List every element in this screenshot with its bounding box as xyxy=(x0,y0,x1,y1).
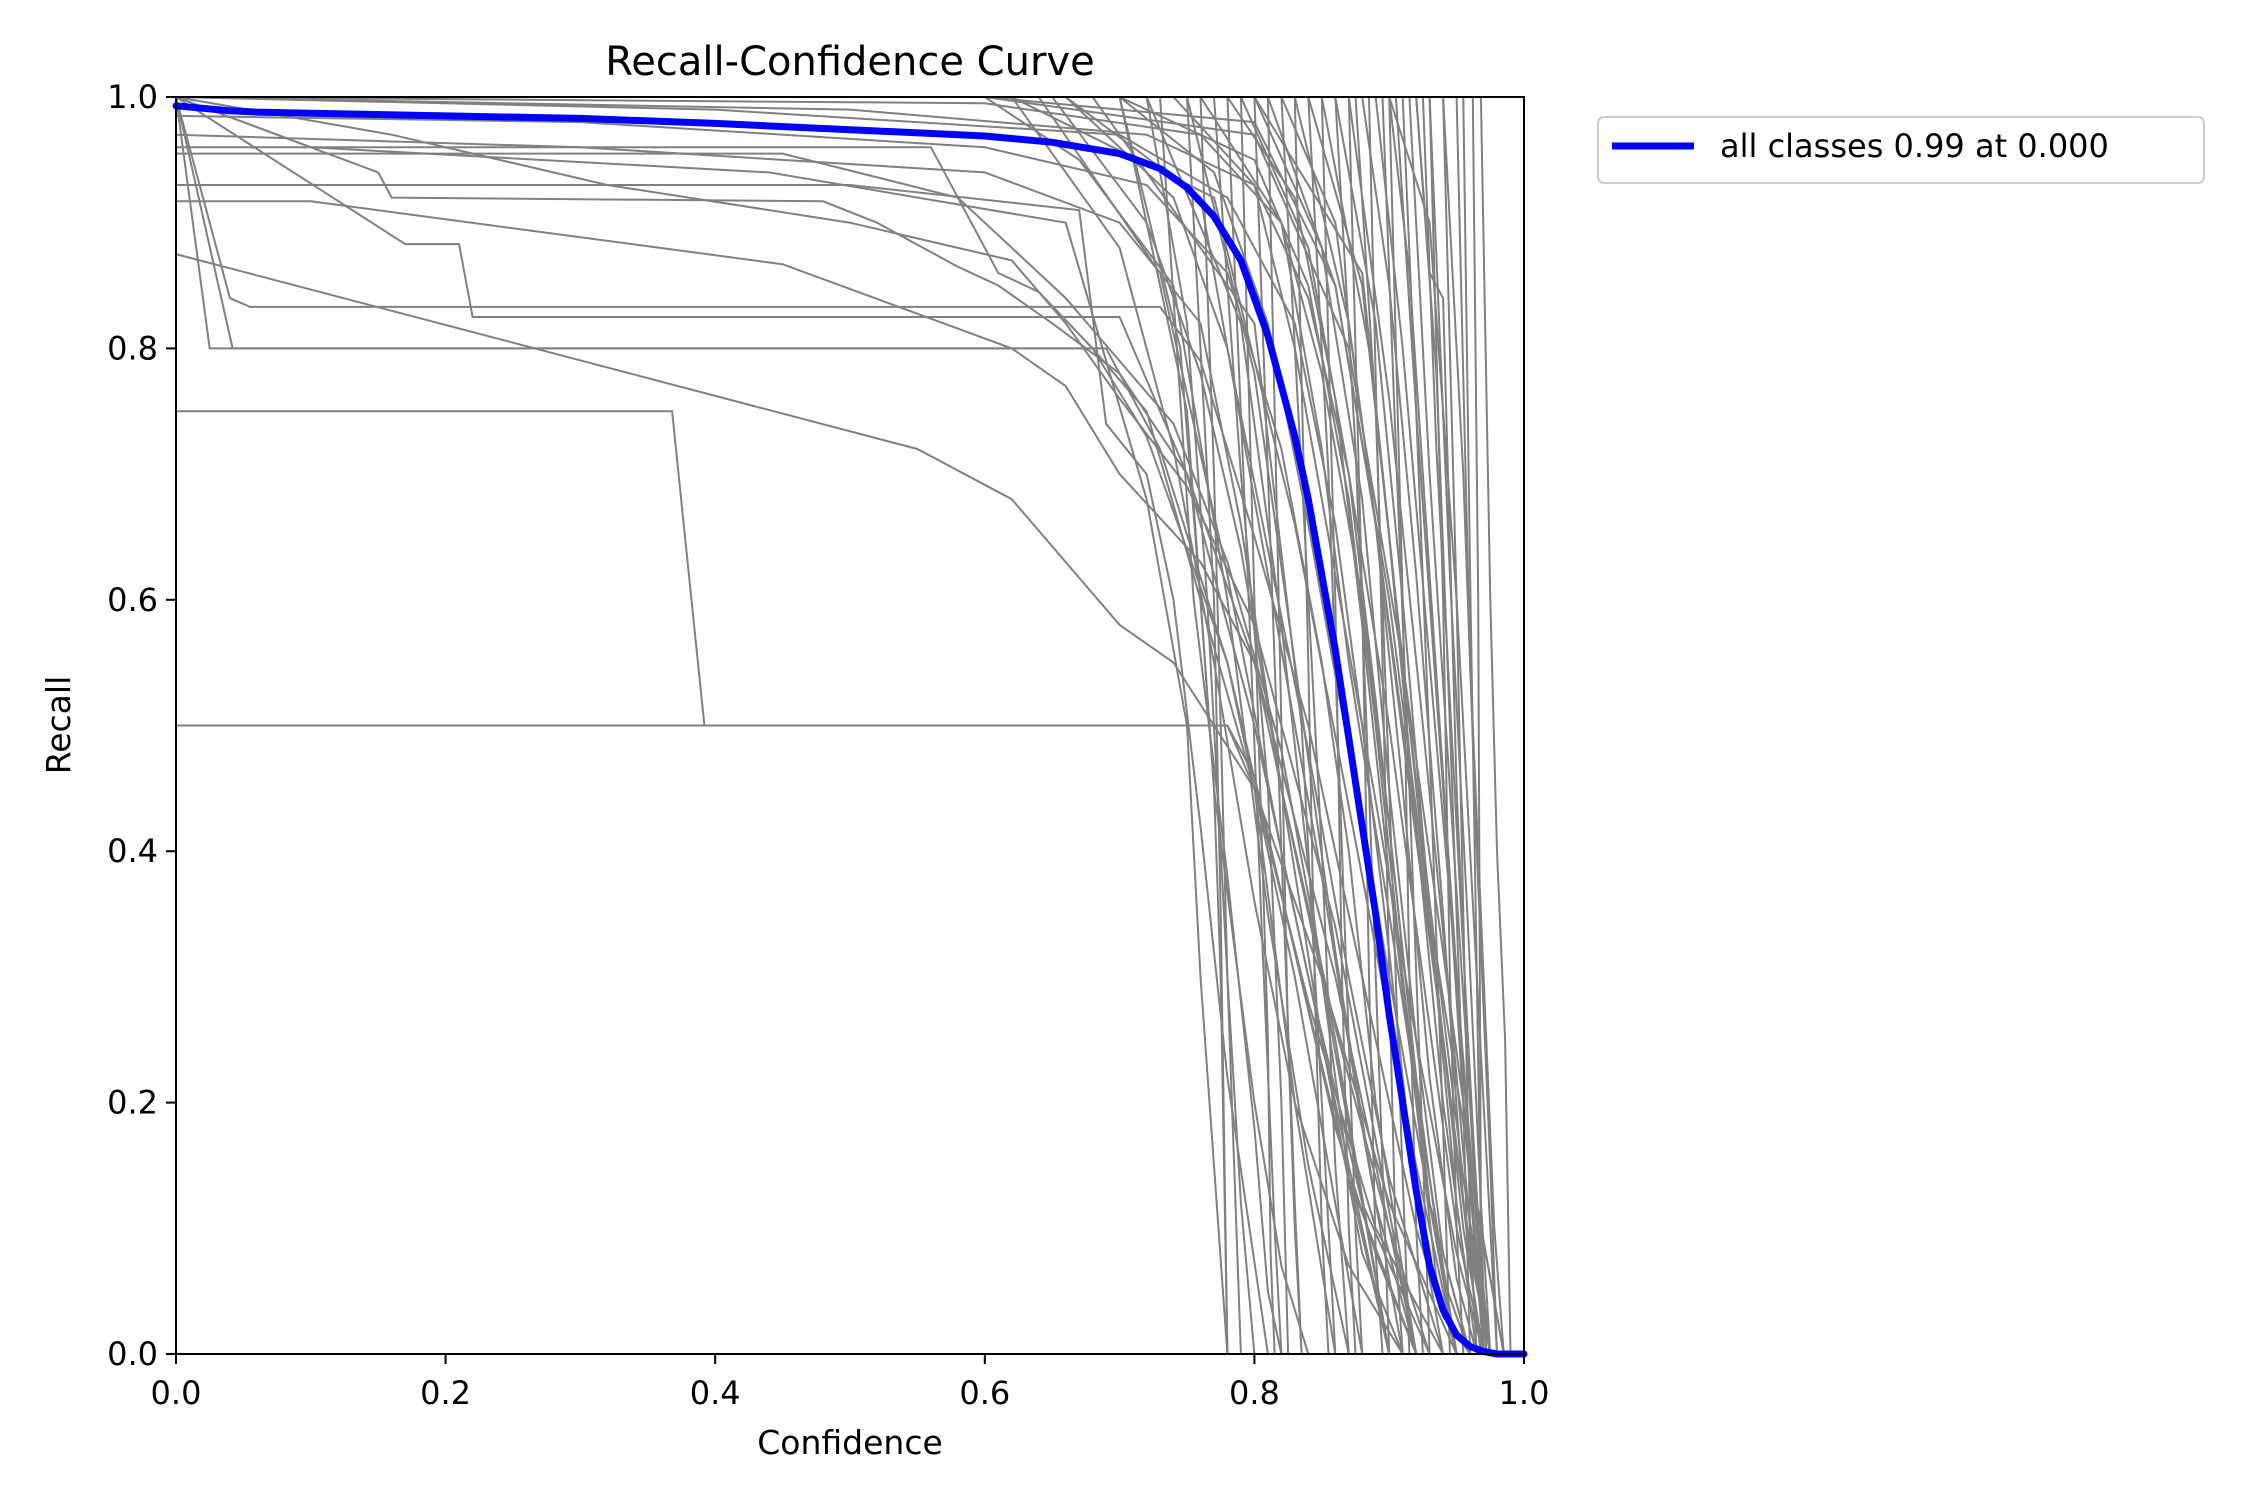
class-curve-17 xyxy=(175,96,1445,1355)
class-curve-6 xyxy=(175,96,1418,1355)
y-tick-label: 0.8 xyxy=(107,329,158,367)
axis-ticks-group: 0.0 0.2 0.4 0.6 0.8 1.0 0.0 0.2 0.4 0.6 0.8 1.0 xyxy=(107,78,1549,1412)
class-curve-20 xyxy=(176,96,1458,1355)
class-curve-29 xyxy=(176,96,1431,1355)
class-curve-5 xyxy=(175,253,1444,1355)
y-tick-label: 1.0 xyxy=(107,78,158,116)
class-curve-15 xyxy=(175,133,1404,1355)
x-tick-label: 0.4 xyxy=(690,1374,741,1412)
class-curve-31 xyxy=(176,96,1445,1355)
y-tick-label: 0.6 xyxy=(107,581,158,619)
x-tick-label: 0.2 xyxy=(420,1374,471,1412)
legend-box xyxy=(1597,116,2205,184)
class-curve-14 xyxy=(176,184,1269,1355)
legend-label-all-classes: all classes 0.99 at 0.000 xyxy=(1720,127,2109,165)
plot-frame xyxy=(175,96,1525,1355)
y-axis-label: Recall xyxy=(39,676,78,774)
class-curve-30 xyxy=(176,96,1404,1355)
class-curve-51 xyxy=(176,96,1505,1355)
class-curve-13 xyxy=(175,96,1229,1355)
x-tick-label: 0.8 xyxy=(1229,1374,1280,1412)
y-tick-label: 0.4 xyxy=(107,832,158,870)
chart-title: Recall-Confidence Curve xyxy=(605,39,1094,85)
all-classes-curve-group xyxy=(172,102,1528,1358)
x-tick-label: 0.0 xyxy=(151,1374,202,1412)
x-tick-label: 0.6 xyxy=(959,1374,1010,1412)
x-tick-label: 1.0 xyxy=(1499,1374,1550,1412)
y-tick-label: 0.0 xyxy=(107,1335,158,1373)
x-axis-label: Confidence xyxy=(757,1423,943,1462)
all-classes-curve xyxy=(172,102,1528,1358)
class-curve-85 xyxy=(176,96,1350,1355)
class-curve-23 xyxy=(176,96,1478,1355)
y-tick-label: 0.2 xyxy=(107,1084,158,1122)
legend: all classes 0.99 at 0.000 xyxy=(1597,116,2205,184)
class-curve-11 xyxy=(176,152,1391,1355)
